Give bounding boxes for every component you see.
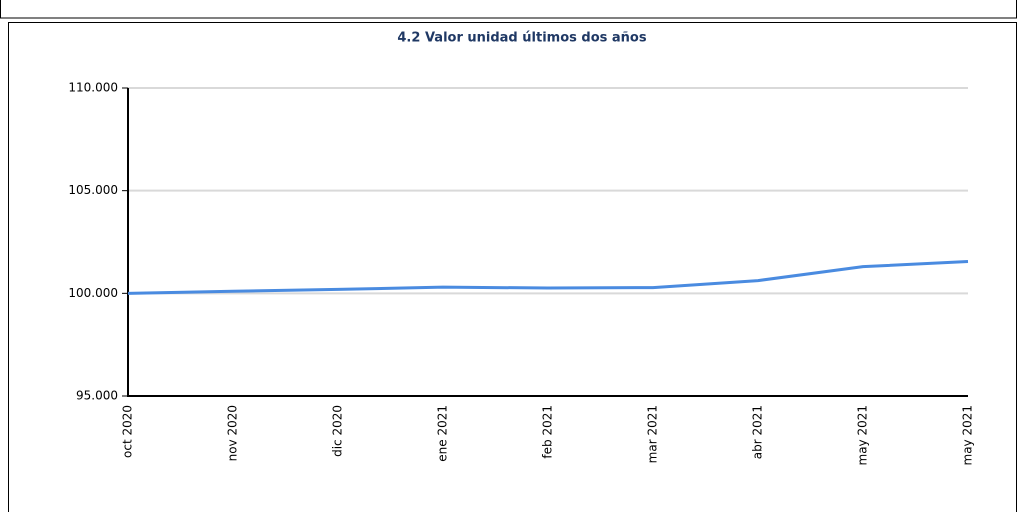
- x-tick-label: mar 2021: [646, 405, 660, 463]
- chart-title: 4.2 Valor unidad últimos dos años: [397, 31, 646, 46]
- x-tick-label: may 2021: [961, 405, 975, 466]
- x-tick-label: nov 2020: [226, 405, 240, 461]
- x-tick-label: oct 2020: [121, 405, 135, 458]
- y-tick-label: 105.000: [68, 183, 118, 197]
- y-tick-label: 100.000: [68, 286, 118, 300]
- x-tick-label: ene 2021: [436, 405, 450, 462]
- top-frame: [0, 0, 1017, 19]
- line-series: [127, 260, 969, 295]
- y-tick-label: 95.000: [76, 389, 118, 403]
- x-tick-label: abr 2021: [751, 405, 765, 459]
- chart-frame: [8, 22, 1017, 512]
- x-tick-label: feb 2021: [541, 405, 555, 459]
- y-tick-label: 110.000: [68, 81, 118, 95]
- x-tick-label: may 2021: [856, 405, 870, 466]
- x-tick-label: dic 2020: [331, 405, 345, 457]
